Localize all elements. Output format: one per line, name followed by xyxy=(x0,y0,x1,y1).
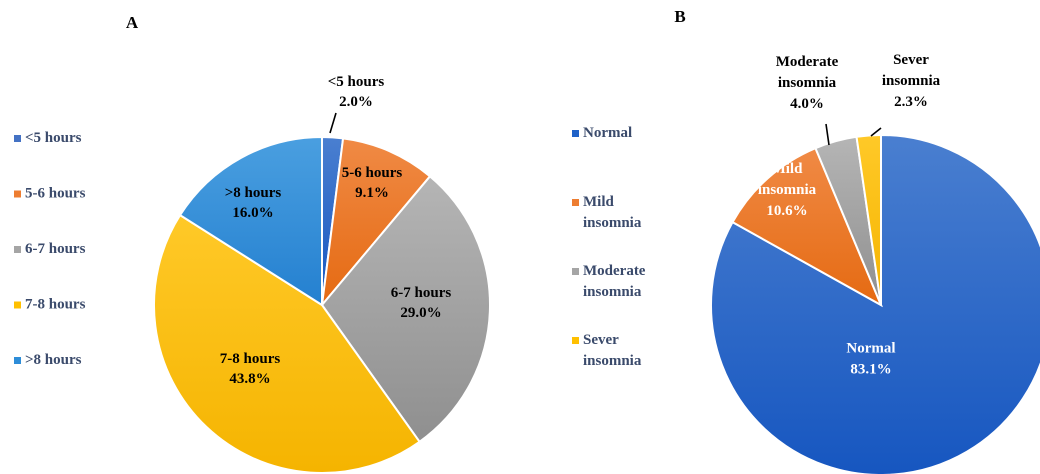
data-label-line: Moderate xyxy=(776,54,839,70)
data-label-line: >8 hours xyxy=(225,185,282,201)
legend-label: <5 hours xyxy=(25,130,82,146)
pie-b-leader-line-sever-insomnia xyxy=(870,127,882,137)
legend-b-item-normal: Normal xyxy=(572,125,632,141)
legend-a-item-6-7-hours: 6-7 hours xyxy=(14,241,86,257)
legend-label: Normal xyxy=(583,125,632,141)
pie-a-slice-6-7-hours xyxy=(320,174,492,444)
data-label-line: Sever xyxy=(893,52,929,68)
panel-label-b: B xyxy=(674,7,685,26)
pie-a-data-label-6-7-hours: 6-7 hours 29.0% xyxy=(391,285,452,321)
legend-a-item-gt-8-hours: >8 hours xyxy=(14,352,82,368)
legend-label-line: 5-6 hours xyxy=(25,186,86,202)
data-label-line: Normal xyxy=(846,341,895,357)
data-label-line: 2.3% xyxy=(894,94,928,110)
legend-a-item-lt-5-hours: <5 hours xyxy=(14,130,82,146)
chart-panel-a: A <5 hours 5-6 hours 6-7 hours 7-8 hours >8 … xyxy=(14,13,492,474)
data-label-line: 43.8% xyxy=(229,371,270,387)
pie-a-slice-7-8-hours xyxy=(153,213,421,474)
legend-swatch xyxy=(572,268,579,275)
legend-label-line: 6-7 hours xyxy=(25,241,86,257)
data-label-line: 4.0% xyxy=(790,96,824,112)
legend-label: >8 hours xyxy=(25,352,82,368)
pie-a-slice-5-6-hours xyxy=(320,137,432,309)
pie-a-data-labels: <5 hours 2.0% 5-6 hours 9.1% 6-7 hours 29.0% 7… xyxy=(220,74,452,387)
pie-b-slice-normal xyxy=(710,133,1040,474)
pie-b-data-label-normal: Normal 83.1% xyxy=(846,341,895,378)
data-label-line: insomnia xyxy=(778,75,837,91)
panel-label-a: A xyxy=(126,13,139,32)
data-label-line: 83.1% xyxy=(850,362,891,378)
legend-b: Normal Mild insomnia Moderate insomnia Sever i… xyxy=(572,125,646,369)
pie-a-data-label-5-6-hours: 5-6 hours 9.1% xyxy=(342,165,403,201)
data-label-line: 7-8 hours xyxy=(220,351,281,367)
pie-b-data-label-moderate-insomnia: Moderate insomnia 4.0% xyxy=(776,54,839,112)
legend-b-item-mild-insomnia: Mild insomnia xyxy=(572,194,642,231)
legend-label-line: Normal xyxy=(583,125,632,141)
legend-swatch xyxy=(572,199,579,206)
data-label-line: 2.0% xyxy=(339,94,373,110)
data-label-line: 16.0% xyxy=(232,205,273,221)
legend-b-item-moderate-insomnia: Moderate insomnia xyxy=(572,263,646,300)
legend-label-line: Sever xyxy=(583,332,619,348)
legend-swatch xyxy=(572,130,579,137)
pie-a-data-label-lt-5-hours: <5 hours 2.0% xyxy=(328,74,385,110)
legend-label-line: Moderate xyxy=(583,263,646,279)
legend-swatch xyxy=(572,337,579,344)
legend-b-item-sever-insomnia: Sever insomnia xyxy=(572,332,642,369)
legend-swatch xyxy=(14,301,21,309)
legend-swatch xyxy=(14,357,21,364)
pie-b-leader-line-moderate-insomnia xyxy=(825,123,830,146)
legend-label-line: insomnia xyxy=(583,215,642,231)
pie-b-slice-mild-insomnia xyxy=(731,146,884,308)
legend-label: 5-6 hours xyxy=(25,186,86,202)
pie-b-slice-sever-insomnia xyxy=(855,133,882,306)
legend-a-item-5-6-hours: 5-6 hours xyxy=(14,186,86,202)
legend-a: <5 hours 5-6 hours 6-7 hours 7-8 hours >8 ho… xyxy=(14,130,86,368)
pie-a-slices xyxy=(153,135,492,474)
data-label-line: 5-6 hours xyxy=(342,165,403,181)
data-label-line: 10.6% xyxy=(766,203,807,219)
data-label-line: insomnia xyxy=(882,73,941,89)
legend-label: 6-7 hours xyxy=(25,241,86,257)
legend-label-line: insomnia xyxy=(583,284,642,300)
pie-b-data-label-mild-insomnia: Mild insomnia 10.6% xyxy=(758,161,817,219)
legend-label: Mild insomnia xyxy=(583,194,642,231)
legend-label-line: <5 hours xyxy=(25,130,82,146)
data-label-line: Mild xyxy=(772,161,803,177)
legend-label-line: Mild xyxy=(583,194,614,210)
data-label-line: 9.1% xyxy=(355,185,389,201)
legend-label: Sever insomnia xyxy=(583,332,642,369)
pie-b-leader-lines xyxy=(825,123,882,146)
legend-swatch xyxy=(14,246,21,253)
legend-label-line: 7-8 hours xyxy=(25,297,86,313)
legend-swatch xyxy=(14,135,21,142)
pie-a-data-label-7-8-hours: 7-8 hours 43.8% xyxy=(220,351,281,387)
legend-label: Moderate insomnia xyxy=(583,263,646,300)
pie-a-data-label-gt-8-hours: >8 hours 16.0% xyxy=(225,185,282,221)
pie-a-leader-line-lt-5-hours xyxy=(329,112,337,134)
pie-b-data-labels: Normal 83.1% Mild insomnia 10.6% Moderate inso… xyxy=(758,52,941,378)
data-label-line: <5 hours xyxy=(328,74,385,90)
data-label-line: insomnia xyxy=(758,182,817,198)
legend-label-line: insomnia xyxy=(583,353,642,369)
pie-b-data-label-sever-insomnia: Sever insomnia 2.3% xyxy=(882,52,941,110)
legend-label-line: >8 hours xyxy=(25,352,82,368)
legend-swatch xyxy=(14,190,21,198)
legend-label: 7-8 hours xyxy=(25,297,86,313)
pie-a-slice-gt-8-hours xyxy=(178,135,323,307)
data-label-line: 29.0% xyxy=(400,305,441,321)
data-label-line: 6-7 hours xyxy=(391,285,452,301)
pie-a-leader-lines xyxy=(329,112,337,134)
legend-a-item-7-8-hours: 7-8 hours xyxy=(14,297,86,313)
pie-b-slices xyxy=(710,133,1040,474)
